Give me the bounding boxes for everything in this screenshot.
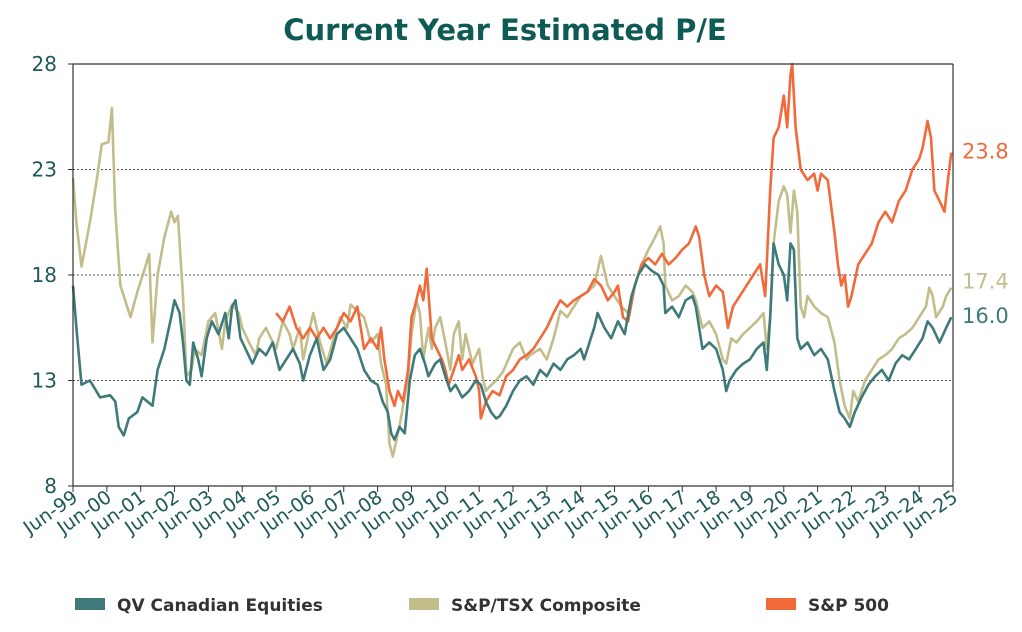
x-axis-ticks: Jun-99Jun-00Jun-01Jun-02Jun-03Jun-04Jun-… [19,486,962,540]
end-label-s-p-tsx-composite: 17.4 [962,270,1009,294]
series-line-s-p-tsx-composite [71,107,953,458]
end-label-qv-canadian-equities: 16.0 [962,304,1009,328]
y-tick-label: 13 [32,369,57,393]
y-tick-label: 8 [44,474,57,498]
y-tick-label: 18 [32,263,57,287]
legend-swatch-qv-canadian-equities [75,598,105,610]
legend-label-qv-canadian-equities: QV Canadian Equities [117,596,323,616]
legend-swatch-s-p-tsx-composite [409,598,439,610]
y-axis-ticks: 8 13 18 23 28 [32,52,73,498]
legend: QV Canadian Equities S&P/TSX Composite S&P… [75,596,889,616]
series-line-qv-canadian-equities [71,242,953,441]
end-value-labels: 17.4 23.8 16.0 [962,140,1009,329]
legend-label-s-p-500: S&P 500 [808,596,889,616]
y-tick-label: 23 [32,158,57,182]
end-label-s-p-500: 23.8 [962,140,1009,164]
y-tick-label: 28 [32,52,57,76]
gridlines [73,169,953,381]
legend-swatch-s-p-500 [766,598,796,610]
series-line-s-p-500 [275,62,953,420]
legend-label-s-p-tsx-composite: S&P/TSX Composite [451,596,641,616]
chart-title: Current Year Estimated P/E [283,13,726,47]
series-lines [71,62,953,458]
